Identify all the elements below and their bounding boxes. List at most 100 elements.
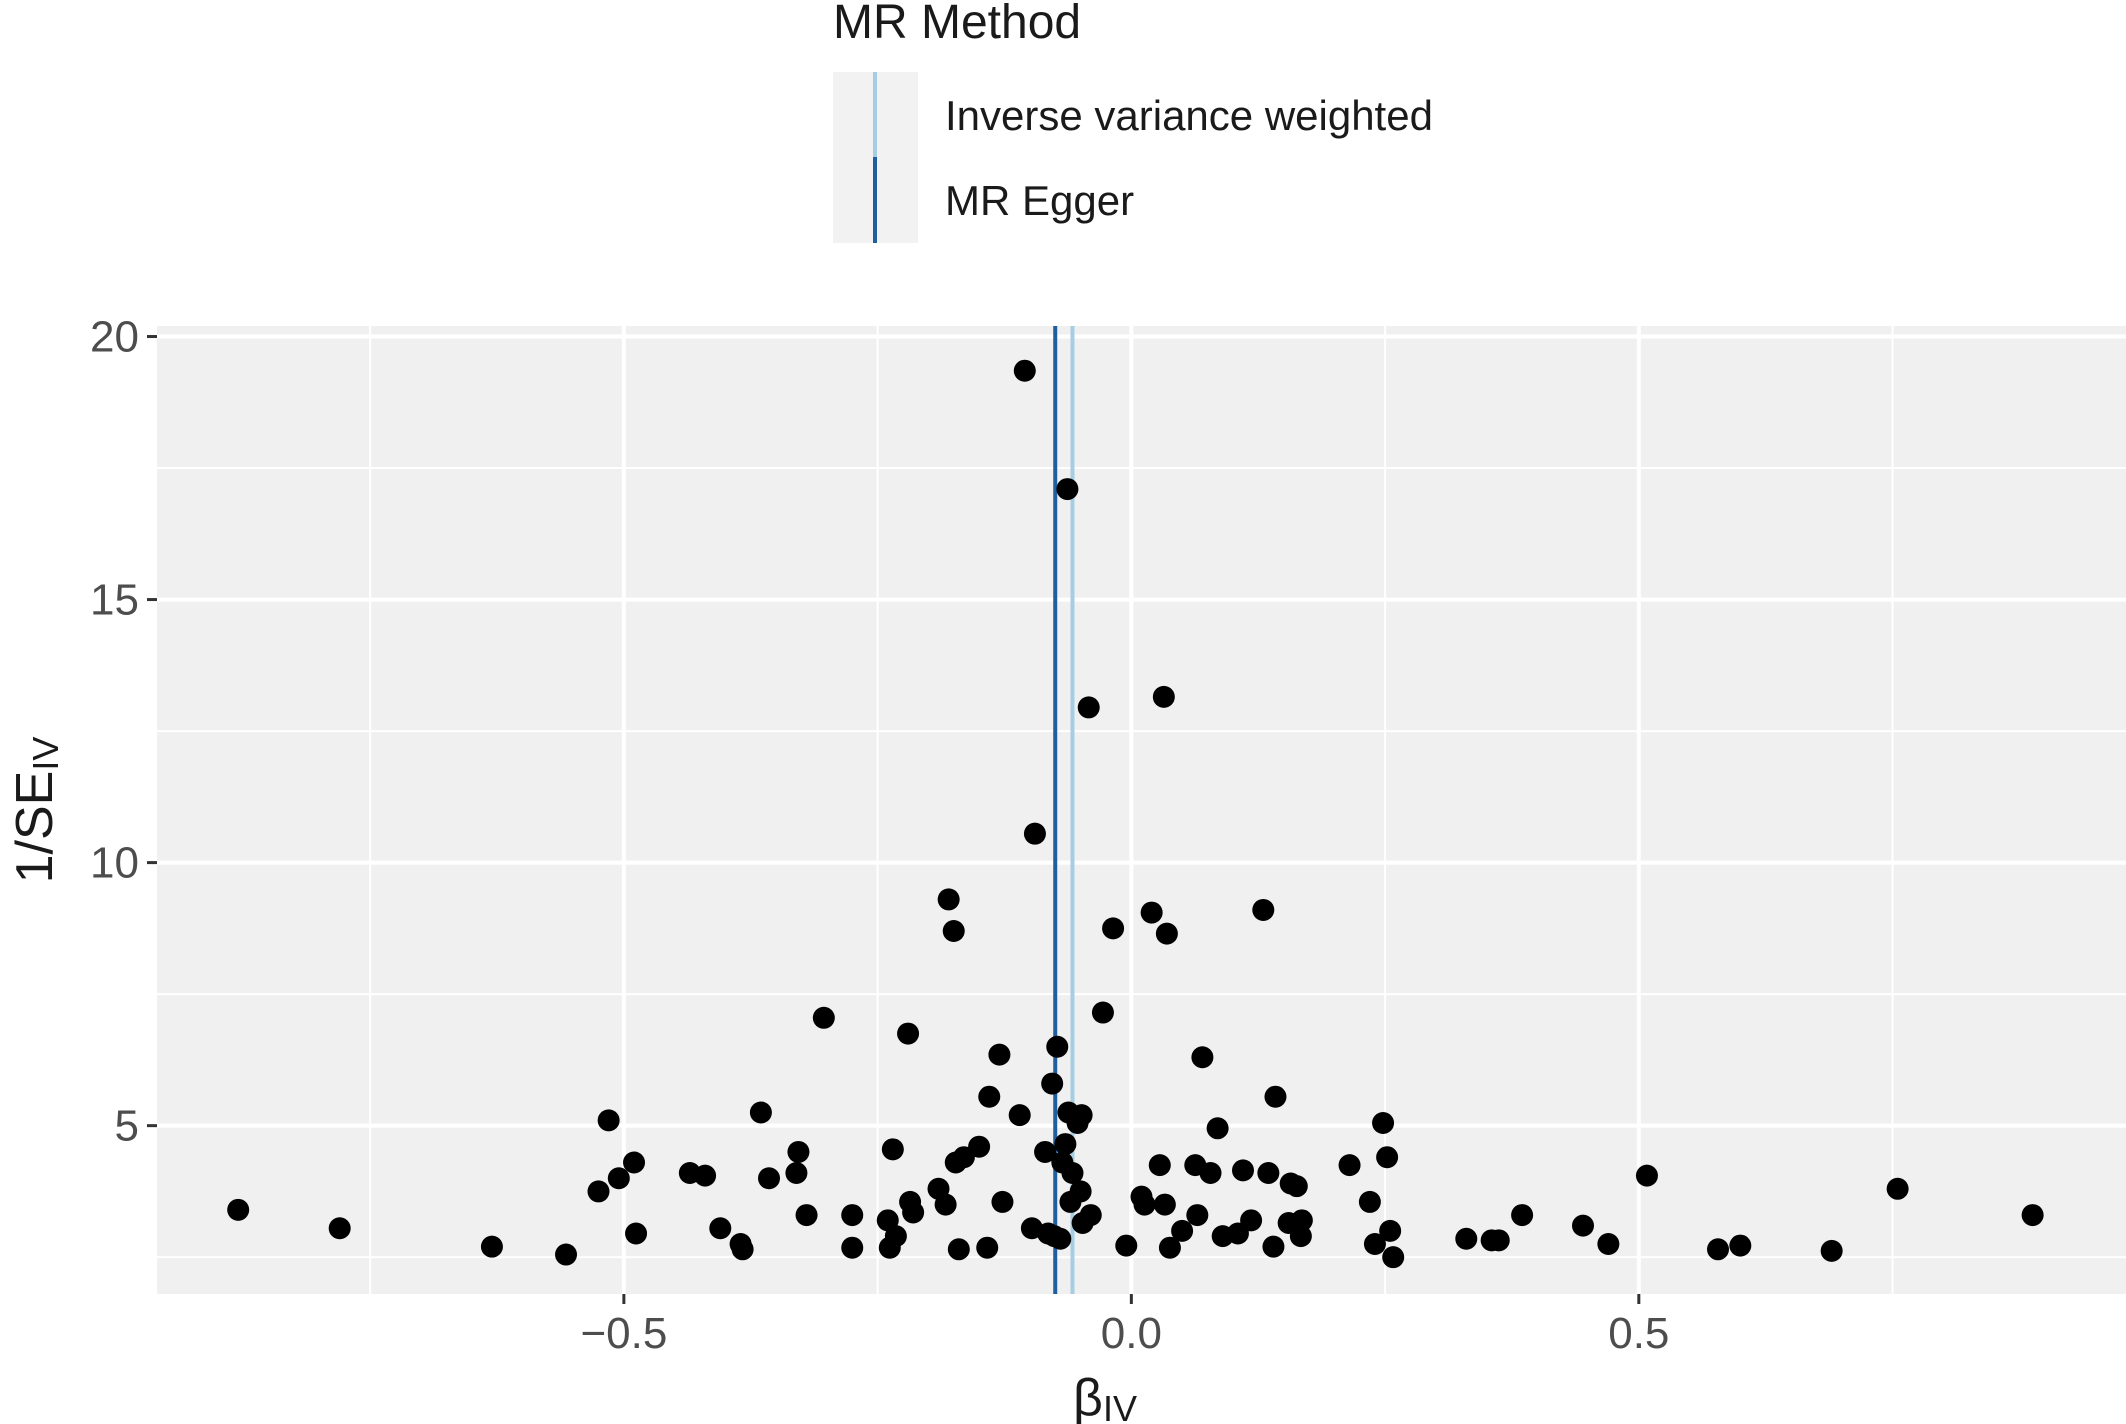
data-point — [841, 1204, 864, 1227]
data-point — [1054, 1133, 1077, 1156]
data-point — [1008, 1104, 1031, 1127]
y-tick-label: 20 — [90, 313, 139, 362]
data-point — [1338, 1154, 1361, 1177]
data-point — [1091, 1001, 1114, 1024]
data-point — [1264, 1085, 1287, 1108]
data-point — [937, 888, 960, 911]
data-point — [607, 1167, 630, 1190]
data-point — [1158, 1236, 1181, 1259]
data-point — [731, 1238, 754, 1261]
data-point — [897, 1022, 920, 1045]
data-point — [587, 1180, 610, 1203]
data-point — [597, 1109, 620, 1132]
data-point — [1079, 1204, 1102, 1227]
data-point — [1153, 1193, 1176, 1216]
data-point — [1820, 1239, 1843, 1262]
data-point — [480, 1235, 503, 1258]
data-point — [968, 1135, 991, 1158]
data-point — [1511, 1204, 1534, 1227]
data-point — [1152, 685, 1175, 708]
data-point — [1262, 1235, 1285, 1258]
data-point — [1358, 1190, 1381, 1213]
data-point — [947, 1238, 970, 1261]
data-point — [2021, 1204, 2044, 1227]
data-point — [1382, 1246, 1405, 1269]
y-axis: 5 10 15 20 — [90, 313, 157, 1151]
data-point — [1231, 1159, 1254, 1182]
data-point — [623, 1151, 646, 1174]
data-point — [1372, 1112, 1395, 1135]
data-point — [1289, 1225, 1312, 1248]
x-axis-title: βIV — [1073, 1369, 1137, 1424]
data-point — [812, 1006, 835, 1029]
y-tick-label: 5 — [115, 1102, 139, 1151]
data-point — [1240, 1209, 1263, 1232]
data-point — [1140, 901, 1163, 924]
grid-minor — [157, 326, 2126, 1294]
data-point — [978, 1085, 1001, 1108]
y-tick-label: 15 — [90, 576, 139, 625]
data-point — [1115, 1234, 1138, 1257]
data-point — [988, 1043, 1011, 1066]
data-point — [934, 1193, 957, 1216]
data-point — [749, 1101, 772, 1124]
data-points — [227, 359, 2044, 1269]
data-point — [976, 1236, 999, 1259]
data-point — [1597, 1233, 1620, 1256]
data-point — [1023, 822, 1046, 845]
data-point — [1069, 1180, 1092, 1203]
data-point — [1070, 1104, 1093, 1127]
data-point — [884, 1225, 907, 1248]
x-tick-label: 0.0 — [1101, 1309, 1162, 1358]
data-point — [1376, 1146, 1399, 1169]
data-point — [1148, 1154, 1171, 1177]
data-point — [328, 1217, 351, 1240]
data-point — [991, 1190, 1014, 1213]
data-point — [1290, 1209, 1313, 1232]
data-point — [1133, 1193, 1156, 1216]
data-point — [227, 1198, 250, 1221]
y-tick-label: 10 — [90, 839, 139, 888]
data-point — [785, 1162, 808, 1184]
data-point — [625, 1222, 648, 1245]
data-point — [1049, 1227, 1072, 1250]
x-tick-label: −0.5 — [580, 1309, 667, 1358]
data-point — [1572, 1214, 1595, 1237]
data-point — [1285, 1175, 1308, 1198]
data-point — [694, 1164, 717, 1187]
data-point — [1171, 1219, 1194, 1242]
data-point — [1886, 1177, 1909, 1200]
data-point — [1041, 1072, 1064, 1095]
data-point — [1487, 1229, 1510, 1252]
data-point — [1034, 1140, 1057, 1163]
legend-label-mr-egger: MR Egger — [945, 177, 1134, 224]
data-point — [1257, 1162, 1280, 1184]
plot-panel — [157, 326, 2126, 1294]
data-point — [1635, 1164, 1658, 1187]
data-point — [1206, 1117, 1229, 1140]
data-point — [1191, 1046, 1214, 1069]
data-point — [902, 1201, 925, 1224]
data-point — [1186, 1204, 1209, 1227]
legend-title: MR Method — [833, 0, 1081, 49]
data-point — [942, 920, 965, 942]
data-point — [1013, 359, 1036, 382]
data-point — [1455, 1227, 1478, 1250]
data-point — [1056, 478, 1079, 501]
data-point — [1155, 922, 1178, 945]
data-point — [1706, 1238, 1729, 1261]
data-point — [881, 1138, 904, 1161]
data-point — [1252, 898, 1275, 921]
data-point — [1061, 1162, 1084, 1184]
data-point — [1102, 917, 1125, 940]
legend: MR Method Inverse variance weighted MR E… — [833, 0, 1433, 243]
x-tick-label: 0.5 — [1608, 1309, 1669, 1358]
data-point — [1379, 1219, 1402, 1242]
data-point — [1199, 1162, 1222, 1184]
data-point — [1046, 1035, 1069, 1058]
data-point — [787, 1140, 810, 1163]
grid-major — [157, 326, 2126, 1294]
data-point — [1363, 1233, 1386, 1256]
data-point — [758, 1167, 781, 1190]
